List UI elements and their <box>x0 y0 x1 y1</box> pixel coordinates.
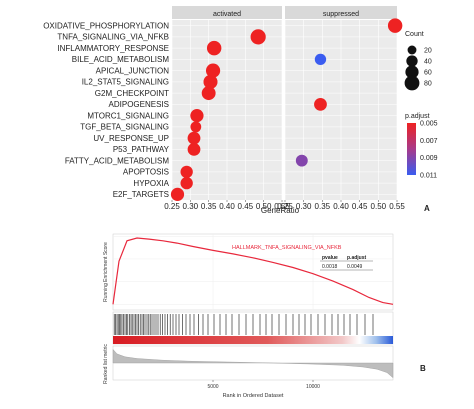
p-adjust-header: p.adjust <box>347 255 367 261</box>
dot-point <box>180 165 193 179</box>
y-tick-label: HYPOXIA <box>133 179 169 188</box>
x-tick-label: 0.55 <box>274 202 290 211</box>
ranked-list-metric-area <box>112 348 394 379</box>
dot-point <box>387 18 403 33</box>
x-tick-label: 0.30 <box>296 202 312 211</box>
panel-b-letter: B <box>420 364 426 373</box>
pvalue-value: 0.0018 <box>322 264 338 270</box>
p-adjust-legend-label: 0.009 <box>420 155 438 162</box>
x-tick-label: 0.55 <box>389 202 405 211</box>
p-adjust-legend-label: 0.007 <box>420 138 438 145</box>
x-tick-label: 0.50 <box>256 202 272 211</box>
dot-point <box>314 97 327 111</box>
rank-axis-title: Rank in Ordered Dataset <box>223 393 284 399</box>
dot-point <box>201 86 216 101</box>
x-tick-label: 0.45 <box>238 202 254 211</box>
y-tick-label: TGF_BETA_SIGNALING <box>80 123 169 132</box>
y-tick-label: MTORC1_SIGNALING <box>87 111 169 120</box>
x-tick-label: 0.35 <box>201 202 217 211</box>
y-tick-label: APICAL_JUNCTION <box>96 66 170 75</box>
y-tick-label: G2M_CHECKPOINT <box>95 89 169 98</box>
x-tick-label: 0.45 <box>352 202 368 211</box>
p-adjust-legend-label: 0.011 <box>420 173 437 180</box>
ranked-metric-axis-label: Ranked list metric <box>103 344 109 384</box>
dot-point <box>187 142 201 156</box>
x-tick-label: 0.25 <box>164 202 180 211</box>
rank-x-tick-label: 5000 <box>207 384 218 390</box>
y-tick-label: FATTY_ACID_METABOLISM <box>65 156 170 165</box>
dot-point <box>190 109 204 123</box>
p-adjust-colorbar <box>407 123 416 175</box>
y-tick-label: INFLAMMATORY_RESPONSE <box>57 44 169 53</box>
x-tick-label: 0.30 <box>183 202 199 211</box>
rank-color-bar <box>113 336 393 344</box>
running-es-axis-label: Running Enrichment Score <box>103 242 109 302</box>
p-adjust-value: 0.0049 <box>347 264 363 270</box>
enrichment-score-panel <box>112 233 394 311</box>
running-enrichment-score-line <box>112 237 394 305</box>
dot-point <box>250 29 266 45</box>
panel-b: HALLMARK_TNFA_SIGNALING_VIA_NFKB pvalue … <box>103 233 426 399</box>
rank-x-tick-label: 10000 <box>306 384 320 390</box>
dot-point <box>203 74 218 89</box>
y-tick-label: UV_RESPONSE_UP <box>93 134 169 143</box>
y-tick-label: APOPTOSIS <box>123 168 169 177</box>
dot-point <box>295 154 308 167</box>
x-tick-label: 0.50 <box>371 202 387 211</box>
dot-point <box>170 187 185 201</box>
p-adjust-legend-title: p.adjust <box>405 113 430 120</box>
count-legend-label: 60 <box>424 70 432 77</box>
dot-point <box>187 131 201 145</box>
count-legend-key <box>404 75 420 91</box>
x-tick-label: 0.35 <box>315 202 331 211</box>
y-tick-label: OXIDATIVE_PHOSPHORYLATION <box>43 21 169 30</box>
dot-point <box>190 121 202 133</box>
y-tick-label: P53_PATHWAY <box>113 145 170 154</box>
pvalue-header: pvalue <box>322 255 338 261</box>
count-legend-key <box>405 65 419 79</box>
gene-set-name-label: HALLMARK_TNFA_SIGNALING_VIA_NFKB <box>232 245 342 251</box>
x-tick-label: 0.40 <box>333 202 349 211</box>
dot-point <box>314 53 327 66</box>
x-axis-title: GeneRatio <box>261 206 300 215</box>
activated-facet-label: activated <box>213 11 241 18</box>
count-legend-label: 40 <box>424 59 432 66</box>
count-legend-title: Count <box>405 31 424 38</box>
y-tick-label: ADIPOGENESIS <box>109 100 169 109</box>
y-tick-label: TNFA_SIGNALING_VIA_NFKB <box>57 33 169 42</box>
dot-point <box>205 63 221 78</box>
suppressed-facet-strip <box>285 6 397 19</box>
count-legend-label: 80 <box>424 81 432 88</box>
count-legend-key <box>406 55 418 67</box>
dot-point <box>206 40 222 56</box>
y-tick-label: E2F_TARGETS <box>113 190 169 199</box>
x-tick-label: 0.25 <box>277 202 293 211</box>
panel-a-letter: A <box>424 204 430 213</box>
count-legend-key <box>407 45 417 55</box>
activated-facet-strip <box>172 6 282 19</box>
x-tick-label: 0.40 <box>219 202 235 211</box>
p-adjust-legend-label: 0.005 <box>420 121 438 128</box>
panel-a: activated suppressed OXIDATIVE_PHOSPHORY… <box>43 6 438 215</box>
suppressed-facet-label: suppressed <box>323 11 359 18</box>
dot-point <box>180 176 193 190</box>
y-tick-label: BILE_ACID_METABOLISM <box>72 55 170 64</box>
y-tick-label: IL2_STAT5_SIGNALING <box>82 78 169 87</box>
count-legend-label: 20 <box>424 48 432 55</box>
